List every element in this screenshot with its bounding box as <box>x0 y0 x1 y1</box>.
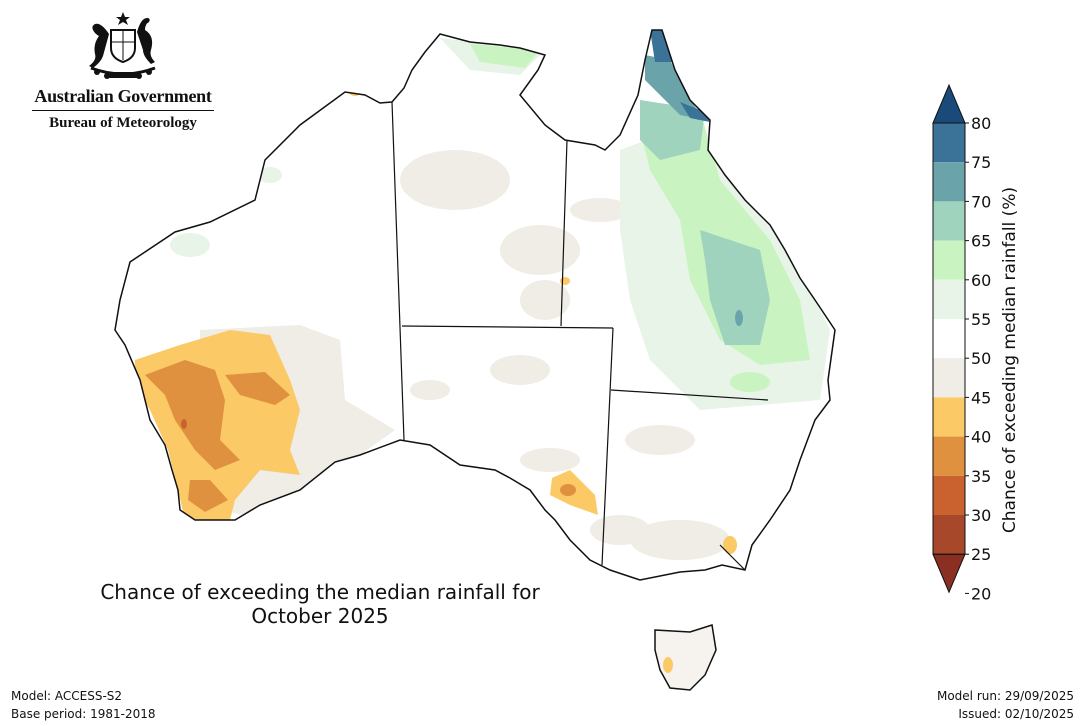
colorbar-segment <box>933 475 965 515</box>
colorbar-segment <box>933 240 965 280</box>
colorbar-segment <box>933 397 965 437</box>
state-borders <box>391 101 769 571</box>
map-title-line2: October 2025 <box>251 604 389 628</box>
colorbar-segment <box>933 201 965 241</box>
colorbar-segment <box>933 319 965 359</box>
coat-of-arms-icon <box>89 12 156 79</box>
colorbar-segment <box>933 436 965 476</box>
colorbar-tick-label: 45 <box>971 388 991 407</box>
colorbar-segment <box>933 123 965 163</box>
map-title: Chance of exceeding the median rainfall … <box>70 580 570 628</box>
logo-divider <box>32 110 214 111</box>
colorbar-segment <box>933 279 965 319</box>
footer-left: Model: ACCESS-S2 Base period: 1981-2018 <box>11 687 156 723</box>
colorbar-tick-label: 20 <box>971 584 991 603</box>
colorbar-tick-label: 35 <box>971 467 991 486</box>
colorbar-tick-label: 75 <box>971 153 991 172</box>
tasmania <box>654 624 717 691</box>
colorbar-tick-label: 40 <box>971 428 991 447</box>
footer-right: Model run: 29/09/2025 Issued: 02/10/2025 <box>937 687 1074 723</box>
colorbar-extend-top <box>932 83 966 124</box>
base-period: Base period: 1981-2018 <box>11 707 156 721</box>
map-title-line1: Chance of exceeding the median rainfall … <box>100 580 540 604</box>
colorbar-segment <box>933 162 965 202</box>
colorbar-tick-label: 60 <box>971 271 991 290</box>
bom-logo: Australian Government Bureau of Meteorol… <box>28 10 218 132</box>
colorbar-segment <box>933 358 965 398</box>
model-name: Model: ACCESS-S2 <box>11 689 123 703</box>
colorbar-tick-label: 50 <box>971 349 991 368</box>
colorbar-tick-label: 25 <box>971 545 991 564</box>
model-run: Model run: 29/09/2025 <box>936 689 1074 703</box>
colorbar-tick-label: 65 <box>971 232 991 251</box>
agency-name: Bureau of Meteorology <box>49 115 197 131</box>
colorbar-tick-label: 70 <box>971 192 991 211</box>
colorbar-label: Chance of exceeding median rainfall (%) <box>1000 186 1020 534</box>
colorbar-tick-label: 55 <box>971 310 991 329</box>
colorbar-segment <box>933 515 965 555</box>
colorbar: 80 75 70 65 60 55 50 45 40 35 30 25 20 <box>932 83 991 603</box>
colorbar-frame <box>932 122 966 555</box>
colorbar-tick-label: 80 <box>971 114 991 133</box>
issued-date: Issued: 02/10/2025 <box>958 707 1074 721</box>
government-name: Australian Government <box>34 86 212 106</box>
colorbar-extend-bottom <box>932 553 966 594</box>
colorbar-tick-label: 30 <box>971 506 991 525</box>
